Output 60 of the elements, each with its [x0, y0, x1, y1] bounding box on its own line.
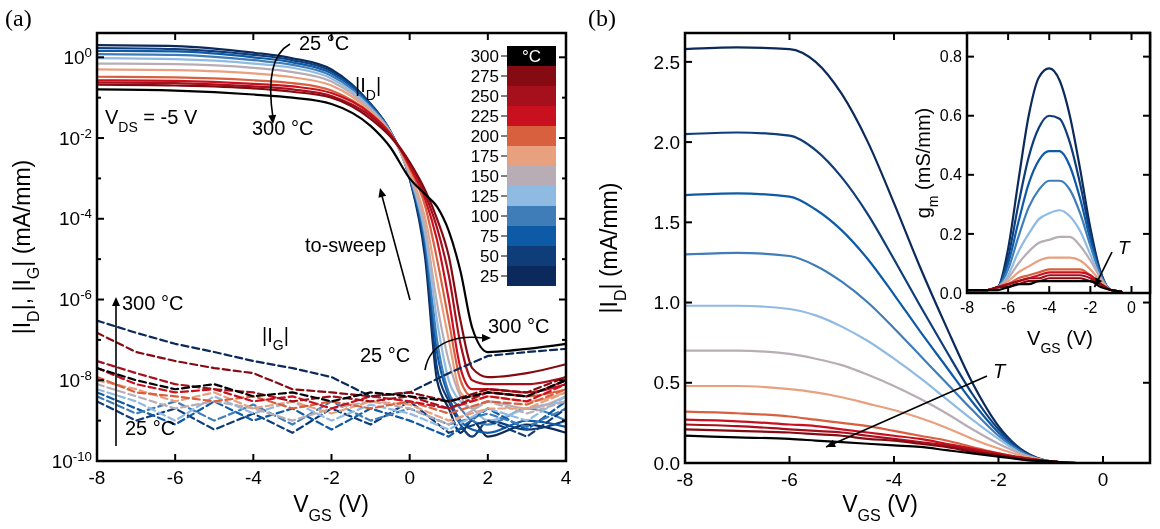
y-tick-label: 10$^{0}$ — [63, 44, 92, 68]
legend-label: 225 — [470, 107, 499, 126]
annotation: 300 °C — [488, 315, 550, 337]
y-tick-label: 10$^{-2}$ — [59, 125, 92, 149]
x-tick-label: 0 — [404, 467, 415, 488]
annotation: |I$_{D}$| — [355, 74, 382, 103]
legend-label: 25 — [480, 267, 499, 286]
x-tick-label: -6 — [1001, 299, 1016, 316]
x-axis-title: V$_{GS}$ (V) — [1027, 327, 1093, 356]
annotation: 300 °C — [122, 292, 184, 314]
x-tick-label: -2 — [323, 467, 340, 488]
annotation: 25 °C — [360, 344, 411, 366]
legend-label: 250 — [470, 87, 499, 106]
legend-label: 50 — [480, 247, 499, 266]
y-tick-label: 10$^{-4}$ — [59, 205, 92, 230]
legend-title: °C — [521, 47, 542, 66]
x-tick-label: 0 — [1097, 469, 1109, 490]
annotation: V$_{DS}$ = -5 V — [105, 106, 198, 135]
annotation: 25 °C — [299, 32, 350, 54]
y-tick-label: 0.8 — [939, 48, 963, 66]
chart-title: (b) — [588, 5, 616, 31]
y-tick-label: 1.0 — [653, 292, 680, 314]
legend-label: 150 — [470, 167, 499, 186]
x-tick-label: 0 — [1127, 299, 1137, 316]
x-tick-label: -6 — [166, 467, 184, 488]
y-tick-label: 0.5 — [653, 372, 680, 394]
x-tick-label: 2 — [482, 467, 494, 488]
annotation: T — [993, 360, 1007, 382]
y-tick-label: 0.6 — [939, 107, 963, 125]
x-tick-label: 4 — [560, 467, 572, 488]
annotation: 300 °C — [252, 117, 314, 139]
x-tick-label: -2 — [990, 469, 1007, 490]
y-tick-label: 1.5 — [653, 211, 680, 233]
y-tick-label: 0.2 — [939, 225, 963, 243]
legend-label: 125 — [470, 187, 499, 206]
y-tick-label: 2.0 — [653, 131, 680, 153]
x-axis-title: V$_{GS}$ (V) — [842, 491, 918, 524]
annotation: T — [1118, 237, 1131, 258]
x-tick-label: -6 — [781, 469, 798, 490]
x-tick-label: -2 — [1083, 299, 1098, 316]
x-tick-label: -8 — [959, 299, 975, 316]
annotation: to-sweep — [305, 234, 387, 256]
y-tick-label: 0.4 — [939, 166, 963, 184]
legend-label: 175 — [470, 147, 499, 166]
y-tick-label: 0.0 — [939, 284, 963, 302]
annotation: 25 °C — [125, 417, 176, 439]
legend-label: 300 — [470, 47, 499, 66]
x-axis-title: V$_{GS}$ (V) — [293, 491, 369, 524]
x-tick-label: -4 — [1042, 299, 1057, 316]
x-tick-label: -4 — [885, 469, 903, 490]
legend-label: 200 — [470, 127, 499, 146]
x-tick-label: -4 — [244, 467, 263, 488]
chart-title: (a) — [5, 5, 32, 31]
annotation: |I$_{G}$| — [262, 324, 289, 353]
y-tick-label: 10$^{-6}$ — [59, 286, 92, 311]
legend-label: 75 — [480, 227, 499, 246]
y-tick-label: 10$^{-8}$ — [59, 367, 92, 391]
y-tick-label: 2.5 — [653, 51, 680, 73]
legend-label: 275 — [470, 67, 499, 86]
legend-label: 100 — [470, 207, 499, 226]
